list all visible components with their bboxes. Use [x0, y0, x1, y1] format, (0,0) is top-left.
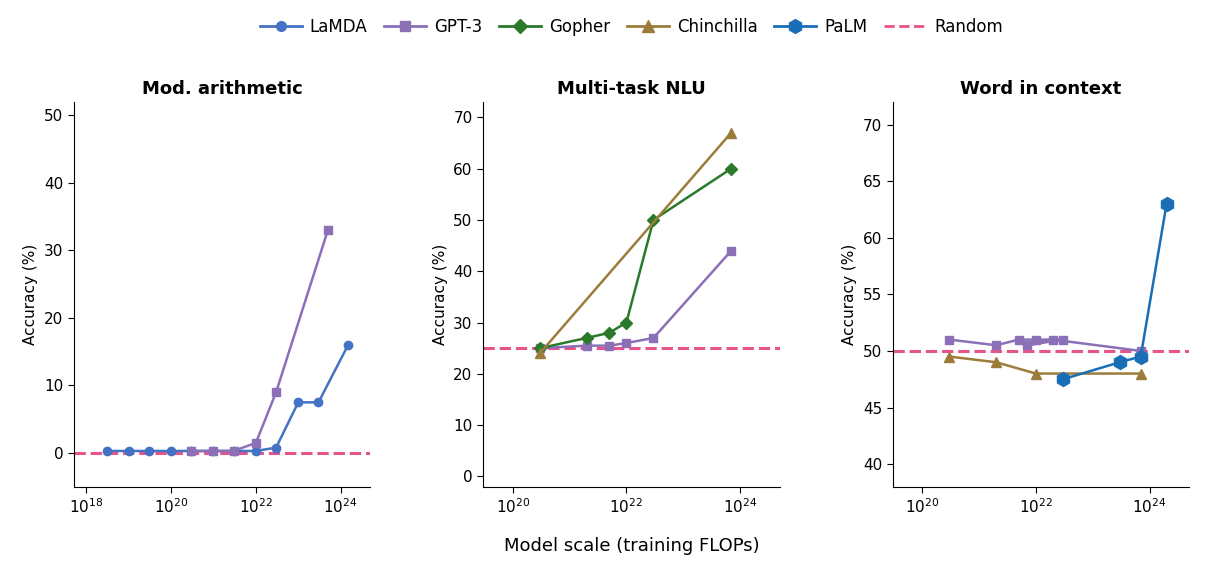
Title: Mod. arithmetic: Mod. arithmetic	[141, 80, 303, 97]
Title: Word in context: Word in context	[960, 80, 1122, 97]
Y-axis label: Accuracy (%): Accuracy (%)	[842, 244, 857, 345]
Text: Model scale (training FLOPs): Model scale (training FLOPs)	[504, 537, 759, 555]
Legend: LaMDA, GPT-3, Gopher, Chinchilla, PaLM, Random: LaMDA, GPT-3, Gopher, Chinchilla, PaLM, …	[254, 11, 1009, 42]
Title: Multi-task NLU: Multi-task NLU	[557, 80, 706, 97]
Y-axis label: Accuracy (%): Accuracy (%)	[23, 244, 38, 345]
Y-axis label: Accuracy (%): Accuracy (%)	[433, 244, 447, 345]
